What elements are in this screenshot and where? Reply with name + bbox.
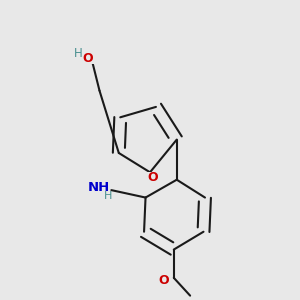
Text: O: O bbox=[148, 171, 158, 184]
Bar bbox=[73, 49, 82, 58]
Bar bbox=[104, 192, 112, 200]
Text: H: H bbox=[104, 191, 112, 201]
Bar bbox=[158, 274, 170, 286]
Text: O: O bbox=[158, 274, 169, 287]
Text: NH: NH bbox=[88, 181, 110, 194]
Text: O: O bbox=[82, 52, 93, 65]
Bar bbox=[89, 181, 109, 194]
Bar bbox=[147, 172, 159, 183]
Text: H: H bbox=[74, 47, 82, 60]
Bar bbox=[82, 53, 94, 64]
